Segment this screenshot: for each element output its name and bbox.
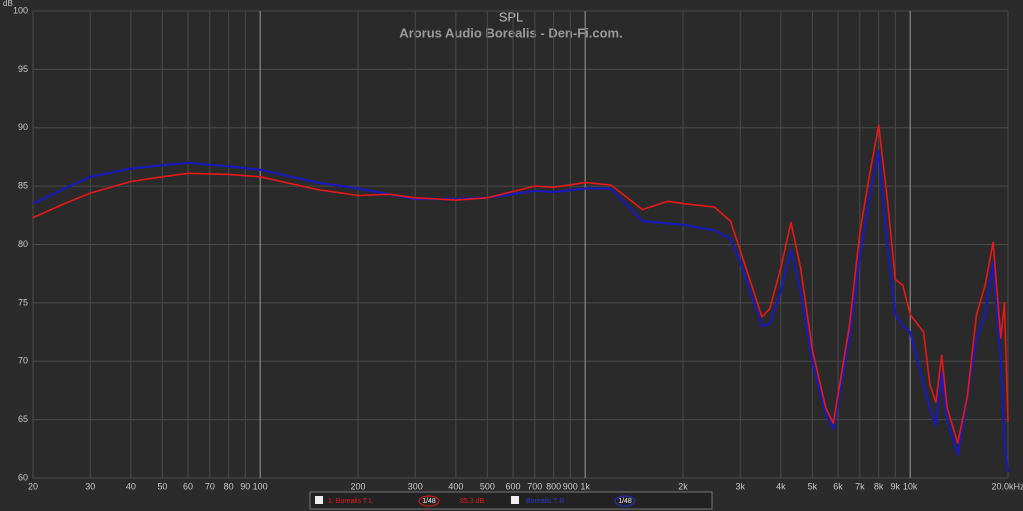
readout: 85.3 dB (460, 498, 484, 505)
x-tick-label: 90 (240, 481, 250, 491)
x-tick-label: 8k (874, 481, 884, 491)
x-tick-label: 900 (563, 481, 578, 491)
y-tick-label: 70 (18, 356, 28, 366)
x-tick-label: 10k (903, 481, 918, 491)
x-tick-label: 60 (183, 481, 193, 491)
x-tick-label: 5k (808, 481, 818, 491)
chart-subtitle: Arorus Audio Borealis - Den-Fi.com. (399, 25, 622, 40)
x-tick-label: 9k (891, 481, 901, 491)
lines (32, 124, 1010, 473)
y-tick-label: 75 (18, 297, 28, 307)
chart-title: SPL (499, 9, 524, 24)
legend-entry: Borealis T R (526, 498, 564, 505)
smoothing-label: 1/48 (422, 498, 436, 505)
checkbox[interactable] (315, 496, 323, 504)
x-tick-label: 2k (678, 481, 688, 491)
y-tick-label: 100 (13, 5, 28, 15)
x-tick-label: 300 (408, 481, 423, 491)
x-tick-label: 200 (350, 481, 365, 491)
x-tick-label: 30 (85, 481, 95, 491)
y-tick-label: 60 (18, 472, 28, 482)
x-tick-label: 600 (506, 481, 521, 491)
x-tick-label: 4k (776, 481, 786, 491)
x-tick-label: 400 (448, 481, 463, 491)
y-tick-label: 90 (18, 122, 28, 132)
smoothing-badge[interactable] (418, 495, 440, 507)
x-tick-label: 40 (126, 481, 136, 491)
y-tick-label: 85 (18, 181, 28, 191)
x-tick-label: 80 (224, 481, 234, 491)
y-tick-label: 95 (18, 64, 28, 74)
x-tick-label: 700 (527, 481, 542, 491)
x-tick-label: 70 (205, 481, 215, 491)
legend-entry: 1: Borealis T L (328, 498, 373, 505)
x-tick-label: 7k (855, 481, 865, 491)
x-tick-label: 20 (28, 481, 38, 491)
smoothing-label: 1/48 (618, 498, 632, 505)
x-tick-label: 800 (546, 481, 561, 491)
legend: 1: Borealis T L 1/48 85.3 dB Borealis T … (309, 491, 713, 510)
x-tick-label: 3k (735, 481, 745, 491)
x-tick-label: 20.0kHz (991, 481, 1023, 491)
x-tick-label: 50 (157, 481, 167, 491)
x-tick-label: 100 (253, 481, 268, 491)
x-tick-label: 1k (580, 481, 590, 491)
smoothing-badge[interactable] (614, 495, 636, 507)
series-line (32, 124, 1009, 444)
checkbox[interactable] (511, 496, 519, 504)
series-line (32, 150, 1010, 473)
y-axis-label: dB (3, 0, 13, 8)
x-tick-label: 500 (480, 481, 495, 491)
x-tick-label: 6k (833, 481, 843, 491)
y-tick-label: 80 (18, 239, 28, 249)
y-tick-label: 65 (18, 414, 28, 424)
